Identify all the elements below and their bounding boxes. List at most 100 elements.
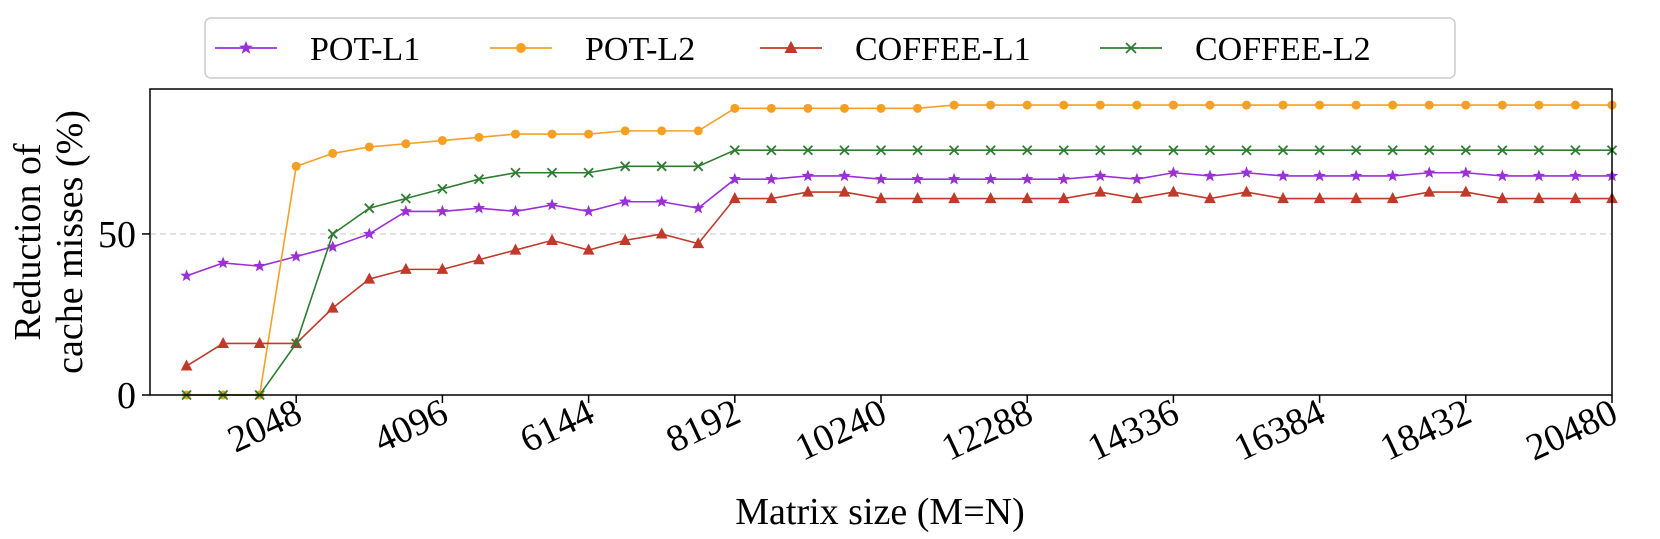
data-point bbox=[657, 126, 667, 136]
data-point bbox=[986, 100, 996, 110]
data-point bbox=[1423, 166, 1436, 179]
data-point bbox=[1240, 166, 1253, 179]
legend-label: COFFEE-L1 bbox=[855, 31, 1031, 68]
data-point bbox=[1424, 100, 1434, 110]
data-point bbox=[1241, 145, 1252, 156]
plot-area bbox=[149, 88, 1613, 396]
data-point bbox=[1533, 192, 1545, 204]
series-coffee-l1 bbox=[180, 185, 1618, 371]
x-tick-label: 2048 bbox=[221, 391, 308, 461]
data-point bbox=[364, 203, 375, 214]
data-point bbox=[1167, 166, 1180, 179]
legend-marker bbox=[1125, 42, 1137, 54]
data-point bbox=[913, 103, 923, 113]
data-point bbox=[1461, 100, 1471, 110]
data-point bbox=[765, 192, 778, 204]
data-point bbox=[728, 192, 741, 204]
data-point bbox=[546, 167, 558, 178]
data-point bbox=[1313, 169, 1326, 182]
data-point bbox=[839, 145, 850, 156]
data-point bbox=[1059, 100, 1069, 110]
y-axis-label-line-1: Reduction of bbox=[7, 143, 49, 341]
data-point bbox=[1569, 192, 1582, 204]
data-point bbox=[1351, 100, 1361, 110]
data-point bbox=[400, 193, 411, 204]
data-point bbox=[802, 145, 814, 156]
data-point bbox=[947, 172, 961, 185]
data-point bbox=[1459, 166, 1472, 179]
data-point bbox=[1497, 145, 1508, 156]
data-point bbox=[912, 145, 923, 156]
data-point bbox=[1021, 192, 1034, 204]
data-point bbox=[839, 103, 849, 113]
data-point bbox=[1496, 192, 1509, 204]
data-point bbox=[584, 129, 594, 139]
legend-marker bbox=[516, 43, 526, 53]
data-point bbox=[437, 183, 448, 194]
data-point bbox=[655, 195, 668, 207]
data-point bbox=[1204, 192, 1216, 204]
data-point bbox=[326, 301, 339, 313]
data-point bbox=[472, 201, 486, 214]
data-point bbox=[693, 126, 703, 136]
data-point bbox=[474, 132, 484, 142]
data-point bbox=[473, 253, 485, 265]
data-point bbox=[1240, 185, 1253, 197]
data-point bbox=[801, 169, 815, 182]
data-point bbox=[911, 172, 924, 185]
data-point bbox=[1094, 169, 1107, 182]
series-pot-l1 bbox=[180, 166, 1619, 282]
data-point bbox=[401, 139, 411, 149]
x-tick-label: 12288 bbox=[935, 391, 1039, 469]
data-point bbox=[1277, 145, 1289, 156]
data-point bbox=[984, 192, 997, 204]
data-point bbox=[1349, 169, 1363, 182]
data-point bbox=[253, 336, 266, 349]
y-axis-ticks: 0 50 bbox=[98, 214, 150, 417]
data-point bbox=[985, 145, 996, 156]
data-point bbox=[692, 201, 705, 214]
series-layer bbox=[180, 100, 1619, 401]
legend-item-pot-l2: POT-L2 bbox=[490, 31, 695, 68]
data-point bbox=[1533, 145, 1545, 156]
legend-item-coffee-l1: COFFEE-L1 bbox=[760, 31, 1031, 68]
data-point bbox=[1570, 100, 1580, 110]
data-point bbox=[1424, 145, 1435, 156]
data-point bbox=[1570, 145, 1581, 156]
legend bbox=[204, 17, 1456, 79]
data-point bbox=[1204, 145, 1216, 156]
legend-item-pot-l1: POT-L1 bbox=[215, 31, 420, 68]
data-point bbox=[1095, 145, 1106, 156]
data-point bbox=[1094, 185, 1107, 197]
data-point bbox=[1497, 100, 1507, 110]
y-tick-label: 0 bbox=[117, 375, 136, 417]
data-point bbox=[1386, 192, 1399, 204]
data-point bbox=[509, 204, 522, 217]
data-point bbox=[876, 103, 886, 113]
data-point bbox=[838, 169, 851, 182]
legend-marker bbox=[239, 40, 253, 54]
data-point bbox=[875, 192, 887, 204]
data-point bbox=[1203, 169, 1217, 182]
data-point bbox=[1496, 169, 1509, 182]
data-point bbox=[838, 185, 851, 197]
data-point bbox=[620, 161, 631, 172]
data-point bbox=[582, 243, 595, 255]
data-point bbox=[547, 129, 557, 139]
data-point bbox=[984, 172, 997, 185]
data-point bbox=[1057, 192, 1070, 204]
data-point bbox=[1386, 169, 1399, 182]
x-tick-label: 20480 bbox=[1520, 391, 1624, 469]
data-point bbox=[582, 204, 595, 217]
data-point bbox=[545, 198, 559, 211]
data-point bbox=[1387, 145, 1398, 156]
legend-items: POT-L1 POT-L2 COFFEE-L1 COFFEE-L2 bbox=[215, 31, 1371, 68]
data-point bbox=[874, 172, 888, 185]
data-point bbox=[1022, 145, 1033, 156]
data-point bbox=[1313, 192, 1326, 204]
data-point bbox=[803, 103, 813, 113]
data-point bbox=[1130, 172, 1144, 185]
x-axis-ticks: 2048 4096 6144 8192 10240 12288 14336 16384 1843… bbox=[221, 391, 1623, 469]
data-point bbox=[1315, 100, 1325, 110]
